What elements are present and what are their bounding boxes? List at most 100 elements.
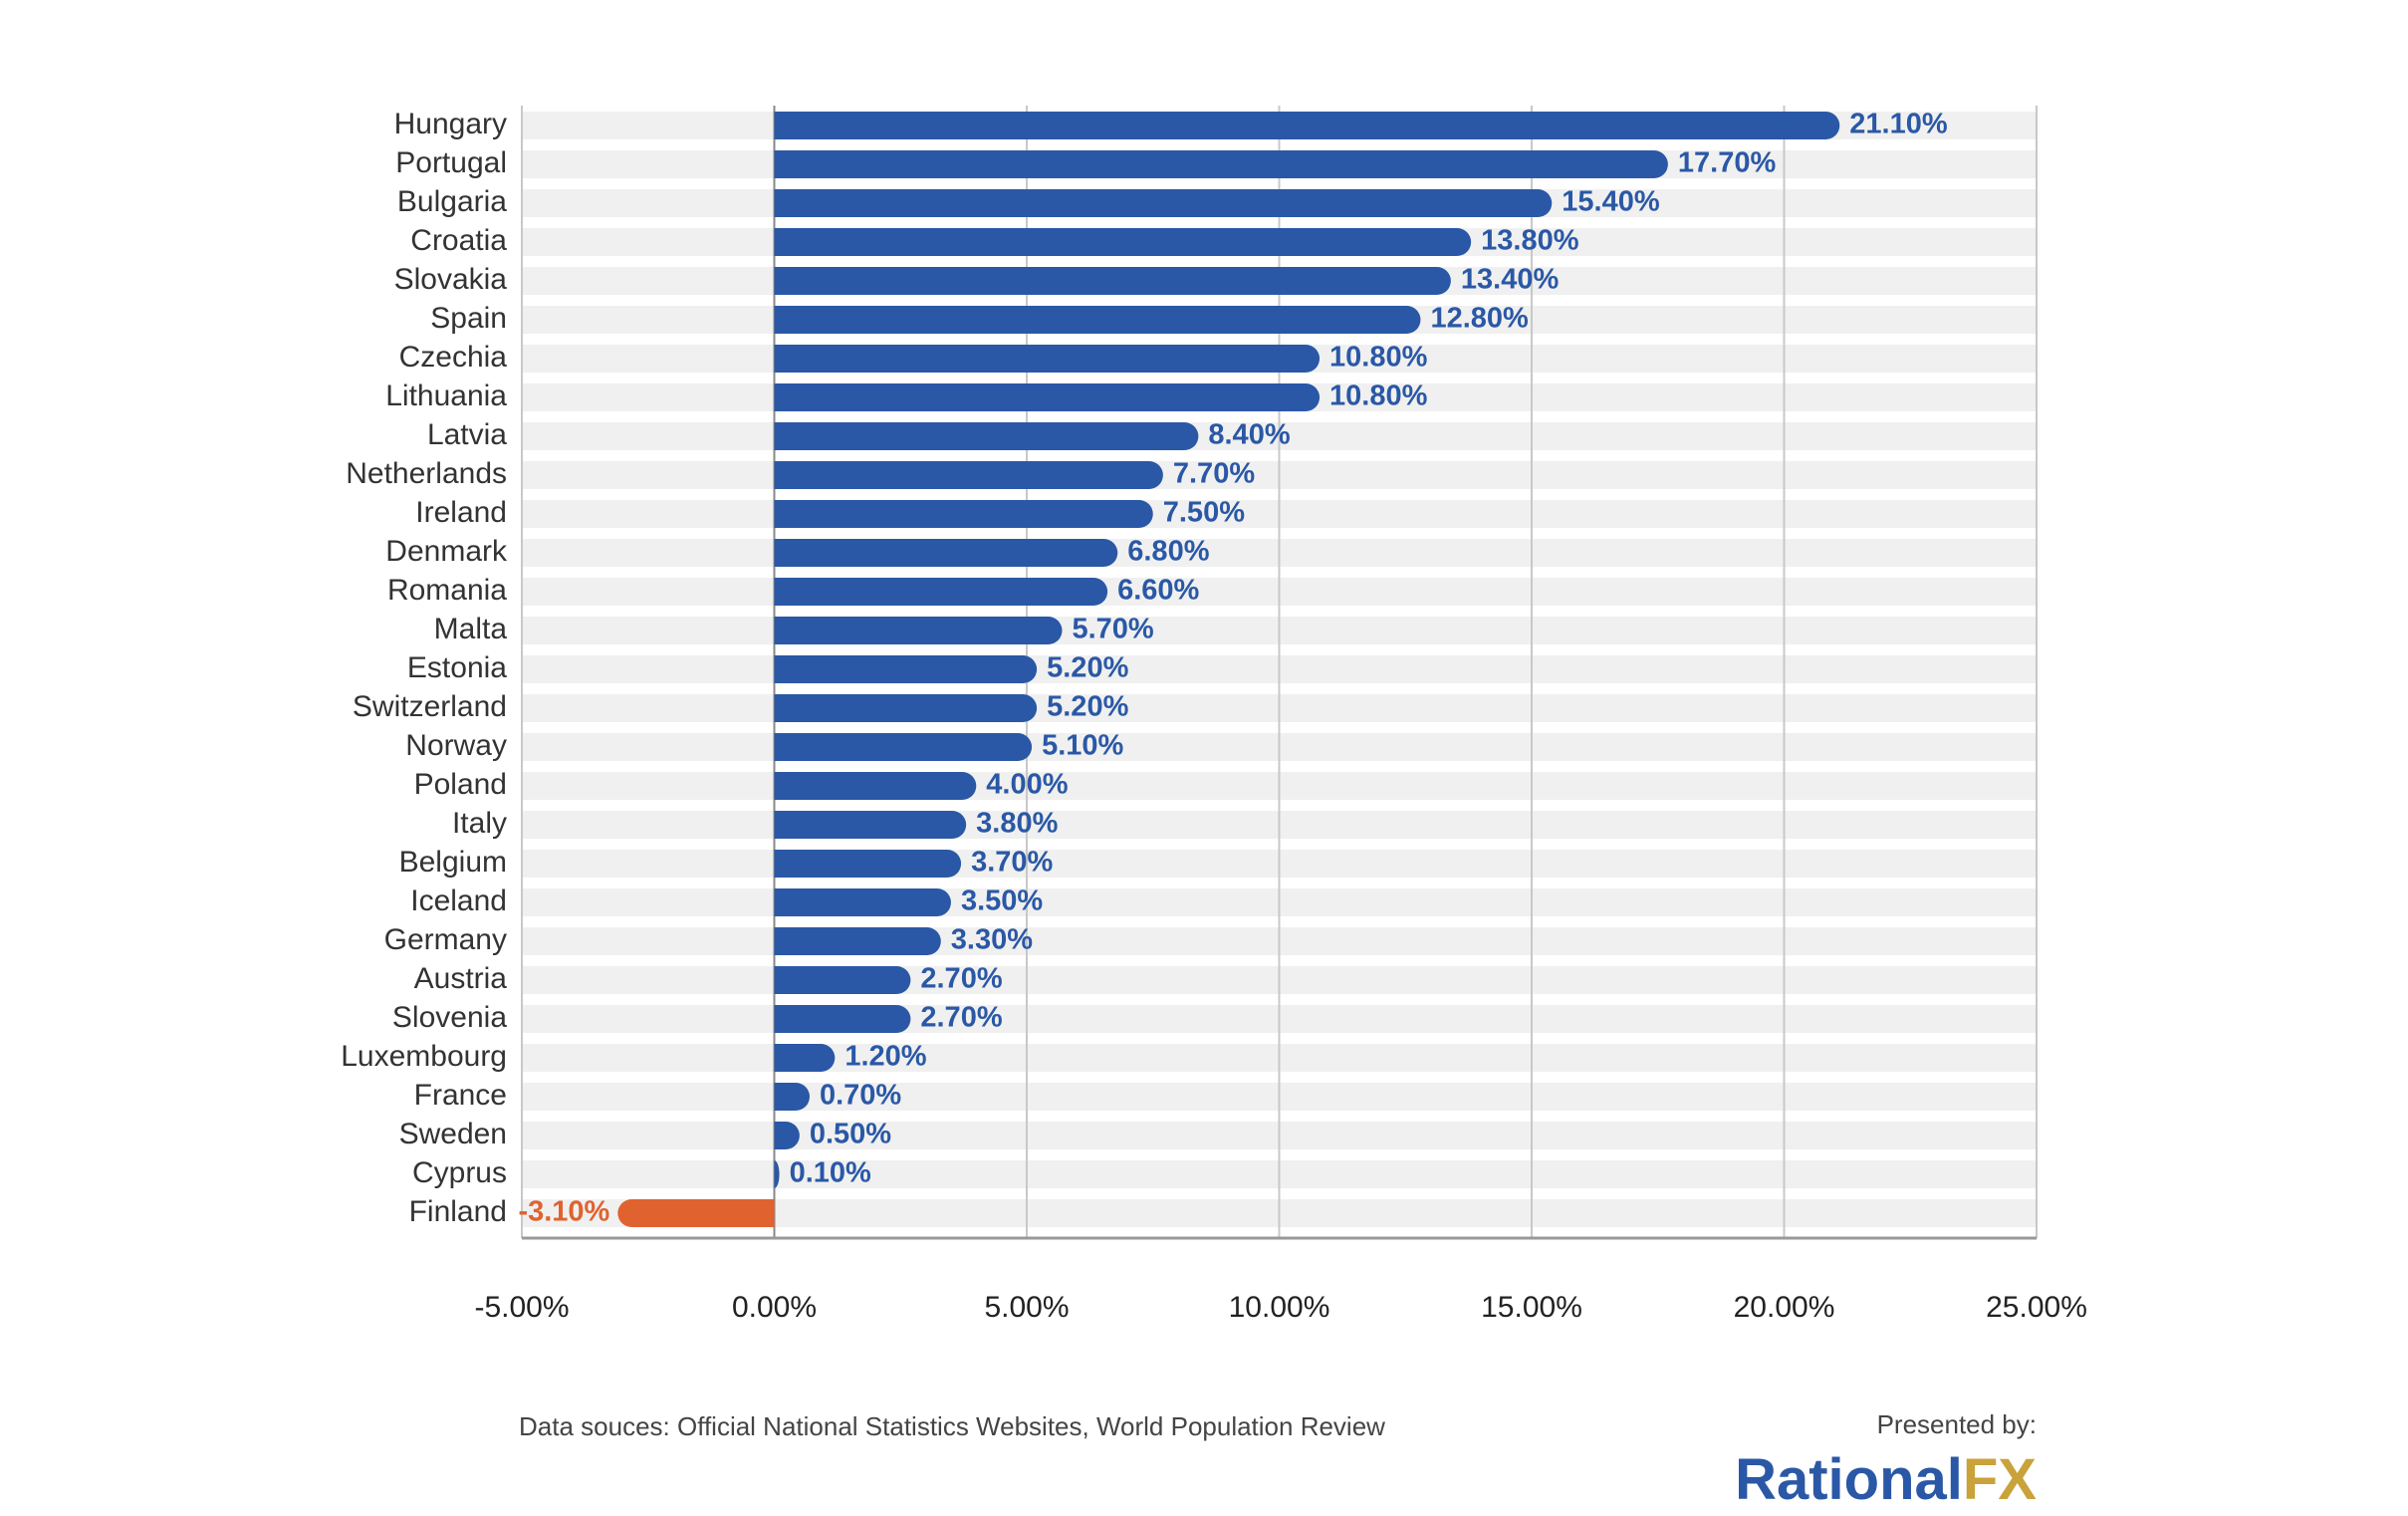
value-label: 0.70% (820, 1080, 901, 1112)
value-label: 8.40% (1208, 419, 1290, 451)
value-label: 1.20% (844, 1041, 926, 1073)
y-tick-label: Malta (434, 613, 508, 645)
bar (774, 888, 951, 916)
bar (774, 228, 1472, 256)
bar (774, 189, 1553, 218)
value-label: 3.80% (976, 808, 1058, 840)
y-tick-label: Latvia (427, 418, 507, 451)
bar (774, 694, 1038, 722)
y-tick-label: Netherlands (346, 457, 507, 490)
bar (774, 655, 1038, 683)
bar (774, 772, 977, 800)
bar (774, 578, 1108, 606)
x-tick-label: 25.00% (1986, 1291, 2087, 1324)
y-tick-label: Hungary (394, 108, 507, 140)
y-tick-label: Denmark (385, 535, 508, 568)
y-tick-label: Belgium (399, 846, 507, 879)
value-label: 0.50% (810, 1119, 891, 1150)
y-tick-label: Lithuania (385, 379, 507, 412)
bar (774, 1005, 911, 1033)
value-label: 5.70% (1072, 614, 1153, 645)
y-tick-label: Austria (414, 962, 508, 995)
bar (774, 422, 1199, 450)
value-label: 5.10% (1042, 730, 1123, 762)
value-label: 7.70% (1173, 458, 1255, 490)
value-label: 13.40% (1461, 264, 1560, 296)
logo-part: Rational (1735, 1447, 1963, 1512)
value-label: 2.70% (920, 1002, 1002, 1034)
y-tick-label: Portugal (395, 146, 507, 179)
bar (774, 150, 1668, 178)
value-label: 3.70% (971, 847, 1053, 879)
y-tick-label: Czechia (399, 341, 508, 374)
bar (774, 345, 1321, 373)
bar (774, 306, 1421, 334)
x-tick-label: 5.00% (984, 1291, 1069, 1324)
bar (774, 461, 1163, 489)
y-tick-label: Poland (414, 768, 507, 801)
y-tick-label: Estonia (407, 651, 507, 684)
y-tick-label: Luxembourg (341, 1040, 507, 1073)
y-tick-label: Spain (430, 302, 507, 335)
bar (774, 1122, 800, 1149)
bar (774, 1083, 810, 1111)
bar (774, 1044, 836, 1072)
bar (774, 383, 1321, 411)
value-label: 6.60% (1117, 575, 1199, 607)
x-tick-label: 20.00% (1734, 1291, 1835, 1324)
logo-part: FX (1963, 1447, 2037, 1512)
y-tick-label: Bulgaria (397, 185, 507, 218)
value-label: 7.50% (1163, 497, 1245, 529)
bar (774, 733, 1033, 761)
bar (617, 1199, 775, 1227)
y-tick-label: Slovakia (394, 263, 508, 296)
value-label: 12.80% (1430, 303, 1529, 335)
value-label: -3.10% (518, 1196, 609, 1228)
y-tick-label: Norway (405, 729, 507, 762)
value-label: 10.80% (1329, 342, 1428, 374)
bar (774, 267, 1451, 295)
bar (774, 539, 1118, 567)
y-tick-label: Cyprus (412, 1156, 507, 1189)
value-label: 21.10% (1849, 109, 1948, 140)
bar (774, 966, 911, 994)
bar (774, 811, 967, 839)
bar (774, 927, 941, 955)
y-tick-label: France (414, 1079, 507, 1112)
y-tick-label: Slovenia (392, 1001, 507, 1034)
y-tick-label: Switzerland (353, 690, 507, 723)
y-tick-label: Ireland (415, 496, 507, 529)
value-label: 4.00% (986, 769, 1068, 801)
y-tick-label: Italy (452, 807, 507, 840)
value-label: 17.70% (1678, 147, 1777, 179)
bar (774, 112, 1840, 139)
y-tick-label: Germany (384, 923, 507, 956)
value-label: 15.40% (1562, 186, 1660, 218)
x-tick-label: 0.00% (732, 1291, 817, 1324)
value-label: 13.80% (1481, 225, 1579, 257)
bar (774, 850, 962, 878)
value-label: 2.70% (920, 963, 1002, 995)
value-label: 3.30% (951, 924, 1033, 956)
value-label: 3.50% (961, 885, 1043, 917)
value-label: 10.80% (1329, 380, 1428, 412)
value-label: 6.80% (1127, 536, 1209, 568)
presented-by: Presented by: (1877, 1409, 2037, 1439)
value-label: 5.20% (1047, 652, 1128, 684)
source-note: Data souces: Official National Statistic… (519, 1411, 1385, 1441)
y-tick-label: Sweden (399, 1118, 507, 1150)
value-label: 0.10% (790, 1157, 871, 1189)
value-label: 5.20% (1047, 691, 1128, 723)
x-tick-label: -5.00% (474, 1291, 569, 1324)
y-tick-label: Finland (409, 1195, 507, 1228)
bar (774, 617, 1063, 644)
logo: RationalFX (1735, 1447, 2037, 1512)
y-tick-label: Croatia (410, 224, 507, 257)
x-tick-label: 10.00% (1229, 1291, 1330, 1324)
x-tick-label: 15.00% (1481, 1291, 1582, 1324)
bar (774, 1160, 780, 1188)
y-tick-label: Romania (387, 574, 507, 607)
bar (774, 500, 1153, 528)
y-tick-label: Iceland (410, 884, 507, 917)
